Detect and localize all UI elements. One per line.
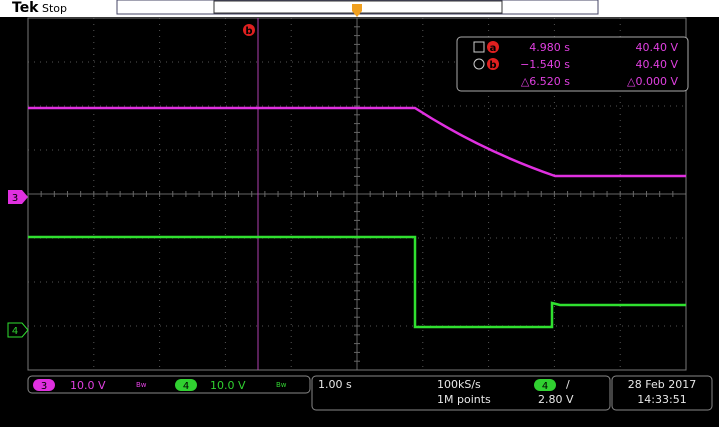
cursor-b-icon: [473, 58, 485, 70]
ch3-waveform: [28, 106, 686, 178]
cursor-readout: [456, 36, 689, 92]
datetime-panel: [611, 375, 713, 411]
ch4-waveform: [28, 235, 686, 329]
ch4-bw: Bw: [276, 381, 287, 389]
graticule-frame: [27, 17, 687, 371]
brand: Tek: [12, 0, 39, 16]
ch4-marker: [7, 322, 29, 338]
record-length: 1M points: [437, 393, 491, 406]
ch3-bw: Bw: [136, 381, 147, 389]
cursor-a-badge: [487, 41, 499, 53]
cursor-b-label: b: [245, 26, 252, 37]
cursor-b-marker: [243, 24, 255, 36]
trigger-level: 2.80 V: [538, 393, 574, 406]
sample-rate: 100kS/s: [437, 378, 481, 391]
time: 14:33:51: [637, 393, 686, 406]
readout-b-voltage: 40.40 V: [635, 58, 678, 71]
status: Stop: [42, 2, 67, 15]
ch3-scale: 10.0 V: [70, 379, 106, 392]
cursor-b-badge: [487, 58, 499, 70]
graticule: [27, 17, 687, 371]
date: 28 Feb 2017: [628, 378, 696, 391]
ch3-number: 3: [41, 381, 47, 392]
readout-b-marker: b: [489, 60, 496, 71]
readout-a-time: 4.980 s: [529, 41, 570, 54]
ch4-marker-label: 4: [12, 326, 18, 337]
ch3-badge: [33, 379, 55, 391]
trigger-source: 4: [542, 381, 548, 392]
trigger-slope: /: [566, 378, 570, 391]
timebase: 1.00 s: [318, 378, 352, 391]
trigger-position: [352, 4, 362, 17]
readout-delta-voltage: △0.000 V: [627, 75, 678, 88]
ch4-number: 4: [183, 381, 189, 392]
readout-delta-time: △6.520 s: [521, 75, 570, 88]
acquisition-panel: [311, 375, 611, 411]
ch3-marker: [8, 190, 28, 204]
readout-a-voltage: 40.40 V: [635, 41, 678, 54]
readout-b-time: −1.540 s: [520, 58, 570, 71]
trigger-badge: [534, 379, 556, 391]
channel-panel: [27, 375, 311, 394]
ch3-marker-label: 3: [12, 193, 18, 204]
ch4-badge: [175, 379, 197, 391]
readout-a-marker: a: [490, 43, 497, 54]
cursor-a-icon: [473, 41, 485, 53]
ch4-scale: 10.0 V: [210, 379, 246, 392]
